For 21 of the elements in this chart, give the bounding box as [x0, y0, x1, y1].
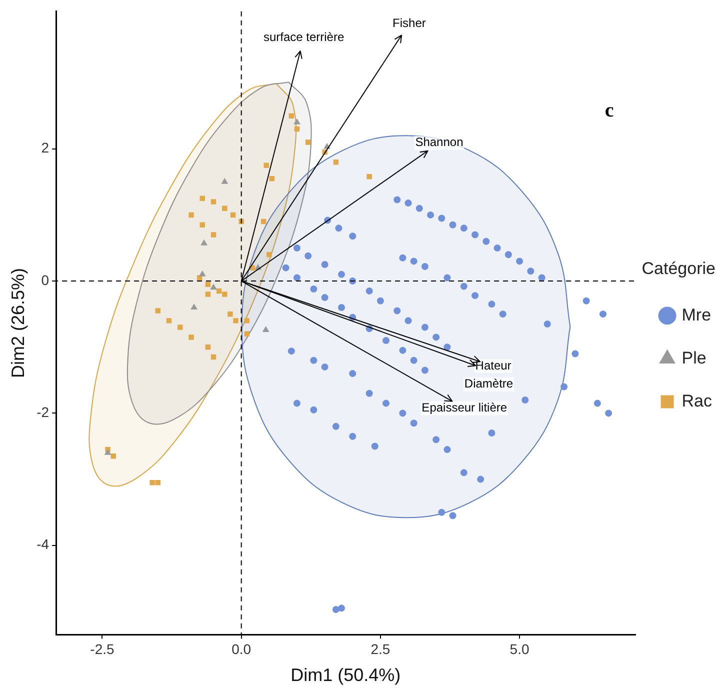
series-label: surface terrière [263, 30, 344, 44]
y-tick-label: 2 [41, 140, 50, 156]
legend-label: Mre [682, 305, 712, 324]
series-label: Fisher [392, 16, 426, 30]
annotation: c [604, 100, 614, 122]
x-tick-label: 0.0 [232, 640, 252, 657]
legend-title: Catégorie [642, 258, 716, 278]
x-tick-label: 5.0 [510, 640, 530, 657]
y-tick-label: -4 [36, 536, 50, 552]
x-tick-label: -2.5 [90, 640, 115, 657]
legend-label: Hateur [475, 358, 512, 372]
legend-label: Rac [682, 391, 712, 410]
x-axis-title: Dim1 (50.4%) [290, 665, 401, 686]
y-tick-label: -2 [36, 404, 50, 420]
legend-label: Ple [682, 348, 706, 368]
series-label: Diamètre [464, 376, 514, 391]
y-axis-title: Dim2 (26.5%) [8, 268, 28, 378]
series-label: Shannon [415, 135, 464, 150]
series-label: Epaisseur litière [422, 400, 508, 415]
x-tick-label: 2.5 [370, 640, 390, 657]
y-tick-label: 0 [41, 272, 50, 288]
